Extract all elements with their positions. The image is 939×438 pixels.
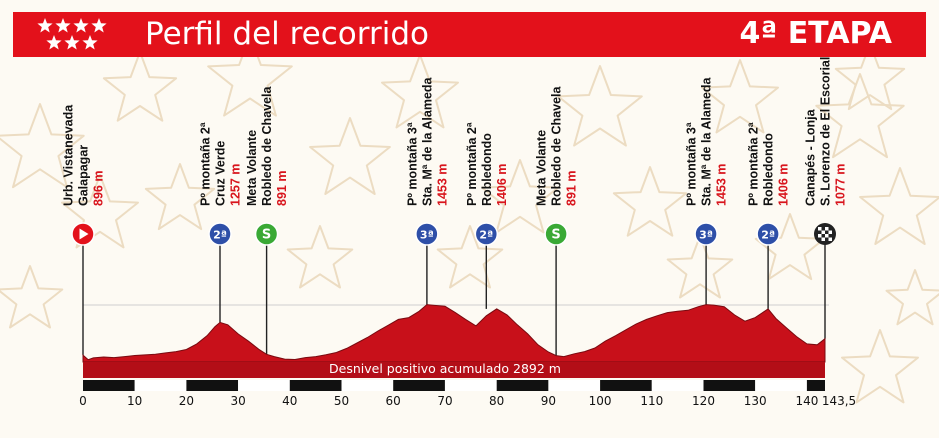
header-bar: Perfil del recorrido 4ª ETAPA <box>13 12 926 57</box>
point-altitude: 1453 m <box>435 164 449 206</box>
point-labels: Urb. Vistanevada Galapagar 896 m Pº montaña… <box>62 57 848 206</box>
point-label-0: Urb. Vistanevada Galapagar 896 m <box>62 104 106 206</box>
axis-segment <box>703 380 756 391</box>
axis-segment <box>341 380 394 391</box>
point-name: Robledo de Chavela <box>260 85 274 206</box>
kom-2-icon: 2ª <box>208 222 232 246</box>
elevation-area <box>82 304 826 378</box>
point-name: Galapagar <box>77 145 91 206</box>
icon-glyph: 3ª <box>699 229 713 242</box>
point-altitude: 896 m <box>92 171 106 206</box>
axis-segment <box>134 380 187 391</box>
axis-segment <box>445 380 497 391</box>
point-label-1: Pº montaña 2ª Cruz Verde 1257 m <box>199 122 243 206</box>
axis-segment <box>393 380 445 391</box>
x-tick-label: 60 <box>386 394 401 408</box>
axis-segment <box>289 380 342 391</box>
point-name: Pº montaña 2ª <box>465 122 479 206</box>
x-tick-label: 30 <box>230 394 245 408</box>
point-altitude: 1453 m <box>715 164 729 206</box>
x-tick-label: 130 <box>744 394 767 408</box>
kom-2-icon: 2ª <box>756 222 780 246</box>
x-tick-label: 40 <box>282 394 297 408</box>
axis-segment <box>651 380 704 391</box>
point-name: Cruz Verde <box>214 141 228 206</box>
point-icons: 2ª S 3ª 2ª S 3ª 2ª <box>71 222 836 246</box>
elevation-gain-annotation: Desnivel positivo acumulado 2892 m <box>329 361 561 376</box>
kom-3-icon: 3ª <box>694 222 718 246</box>
point-altitude: 1257 m <box>229 164 243 206</box>
kom-3-icon: 3ª <box>415 222 439 246</box>
axis-segment <box>186 380 239 391</box>
stage-number: 4ª ETAPA <box>739 16 892 51</box>
point-name: Sta. Mª de la Alameda <box>700 76 714 206</box>
axis-segment <box>238 380 290 391</box>
point-name: Pº montaña 2ª <box>199 122 213 206</box>
icon-glyph: S <box>551 228 560 243</box>
point-name: Robledo de Chavela <box>550 85 564 206</box>
distance-axis: 0 10 20 30 40 50 60 70 80 90 100 110 120 130 140 143,5 <box>79 380 856 408</box>
axis-segment <box>496 380 549 391</box>
point-poles <box>82 234 826 356</box>
icon-glyph: 2ª <box>761 229 775 242</box>
x-tick-label: 120 <box>692 394 715 408</box>
x-tick-label: 80 <box>489 394 504 408</box>
x-tick-label: 90 <box>541 394 556 408</box>
x-tick-label: 140 <box>795 394 818 408</box>
icon-glyph: 2ª <box>479 229 493 242</box>
point-altitude: 891 m <box>565 171 579 206</box>
point-name: Pº montaña 3ª <box>405 122 419 206</box>
point-label-8: Canapés - Lonja S. Lorenzo de El Escorial… <box>804 57 848 206</box>
x-tick-label: 20 <box>179 394 194 408</box>
point-altitude: 1406 m <box>495 164 509 206</box>
point-name: Meta Volante <box>245 130 259 206</box>
axis-segment <box>600 380 652 391</box>
point-name: Pº montaña 2ª <box>747 122 761 206</box>
x-tick-label: 0 <box>79 394 87 408</box>
x-tick-label: 143,5 <box>822 394 856 408</box>
point-label-5: Meta Volante Robledo de Chavela 891 m <box>535 85 579 206</box>
point-name: Sta. Mª de la Alameda <box>420 76 434 206</box>
axis-segment <box>755 380 807 391</box>
seven-stars-emblem-icon <box>37 18 107 50</box>
x-tick-label: 100 <box>589 394 612 408</box>
finish-checkered-icon <box>814 223 836 245</box>
icon-glyph: 2ª <box>213 229 227 242</box>
x-tick-label: 70 <box>437 394 452 408</box>
page-title: Perfil del recorrido <box>145 16 429 52</box>
point-label-3: Pº montaña 3ª Sta. Mª de la Alameda 1453 m <box>405 76 449 206</box>
profile-base-band <box>83 362 825 378</box>
icon-glyph: 3ª <box>420 229 434 242</box>
point-name: Meta Volante <box>535 130 549 206</box>
point-name: Urb. Vistanevada <box>62 104 76 206</box>
axis-segment <box>548 380 601 391</box>
x-tick-label: 110 <box>640 394 663 408</box>
point-name: Robledondo <box>480 133 494 206</box>
kom-2-icon: 2ª <box>474 222 499 246</box>
point-label-6: Pº montaña 3ª Sta. Mª de la Alameda 1453 m <box>685 76 729 206</box>
icon-glyph: S <box>262 228 271 243</box>
point-name: Pº montaña 3ª <box>685 122 699 206</box>
x-tick-label: 10 <box>127 394 142 408</box>
sprint-s-icon: S <box>544 222 568 246</box>
axis-segment <box>83 380 135 391</box>
elevation-area-fill <box>82 304 826 363</box>
axis-segment <box>806 380 825 391</box>
point-name: Robledondo <box>762 133 776 206</box>
point-altitude: 891 m <box>275 171 289 206</box>
point-label-4: Pº montaña 2ª Robledondo 1406 m <box>465 122 509 206</box>
point-name: Canapés - Lonja <box>804 108 818 206</box>
point-label-2: Meta Volante Robledo de Chavela 891 m <box>245 85 289 206</box>
point-altitude: 1077 m <box>834 164 848 206</box>
point-label-7: Pº montaña 2ª Robledondo 1406 m <box>747 122 791 206</box>
start-flag-icon <box>71 222 95 246</box>
x-tick-label: 50 <box>334 394 349 408</box>
point-name: S. Lorenzo de El Escorial <box>819 57 833 206</box>
point-altitude: 1406 m <box>777 164 791 206</box>
sprint-s-icon: S <box>254 222 279 246</box>
